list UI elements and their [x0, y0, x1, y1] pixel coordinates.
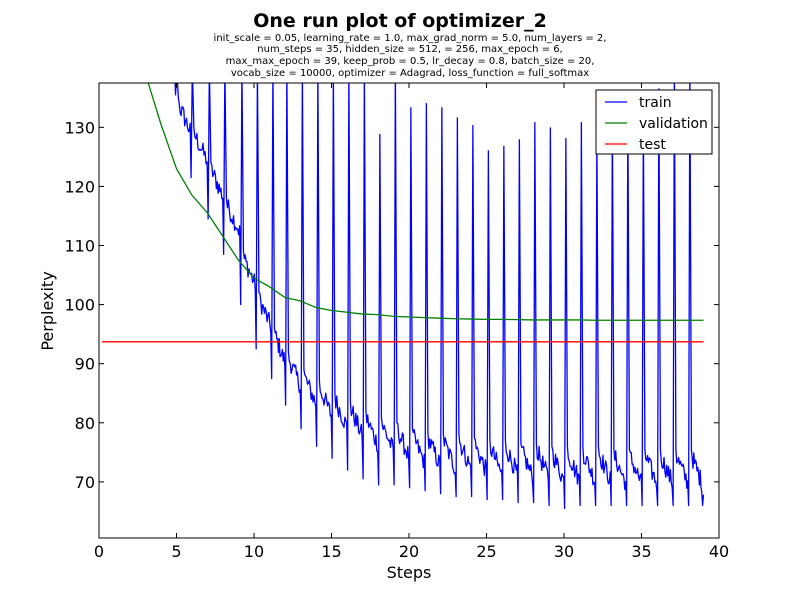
chart-subtitle-line-3: max_max_epoch = 39, keep_prob = 0.5, lr_…	[226, 56, 595, 67]
legend-label-test: test	[639, 137, 666, 153]
y-tick-label: 120	[64, 177, 95, 196]
series-line-validation	[147, 83, 704, 321]
y-tick-label: 110	[64, 237, 95, 256]
y-axis-label: Perplexity	[38, 271, 57, 350]
legend-label-train: train	[639, 95, 672, 111]
x-tick-label: 25	[476, 542, 496, 561]
x-tick-label: 5	[171, 542, 181, 561]
y-tick-label: 100	[64, 296, 95, 315]
y-tick-label: 70	[75, 473, 95, 492]
x-tick-label: 20	[399, 542, 419, 561]
x-tick-label: 0	[94, 542, 104, 561]
chart-title: One run plot of optimizer_2	[253, 10, 547, 32]
series-line-train	[174, 83, 705, 510]
chart-subtitle-line-1: init_scale = 0.05, learning_rate = 1.0, …	[214, 33, 607, 44]
chart-subtitle-line-4: vocab_size = 10000, optimizer = Adagrad,…	[231, 68, 589, 79]
legend: train validation test	[595, 89, 713, 155]
x-tick-label: 40	[709, 542, 729, 561]
y-tick-label: 80	[75, 414, 95, 433]
x-tick-label: 35	[631, 542, 651, 561]
x-tick-label: 30	[554, 542, 574, 561]
chart-subtitle-line-2: num_steps = 35, hidden_size = 512, = 256…	[257, 44, 562, 55]
legend-label-validation: validation	[639, 116, 708, 132]
x-tick-label: 15	[321, 542, 341, 561]
x-axis-label: Steps	[387, 563, 432, 582]
legend-box	[595, 89, 713, 155]
series-layer	[102, 83, 705, 510]
x-tick-label: 10	[244, 542, 264, 561]
tick-layer: 0 5 10 15 20 25 30 35 40 70 80 90 100 110 120 130	[64, 83, 729, 561]
y-tick-label: 130	[64, 118, 95, 137]
y-tick-label: 90	[75, 355, 95, 374]
